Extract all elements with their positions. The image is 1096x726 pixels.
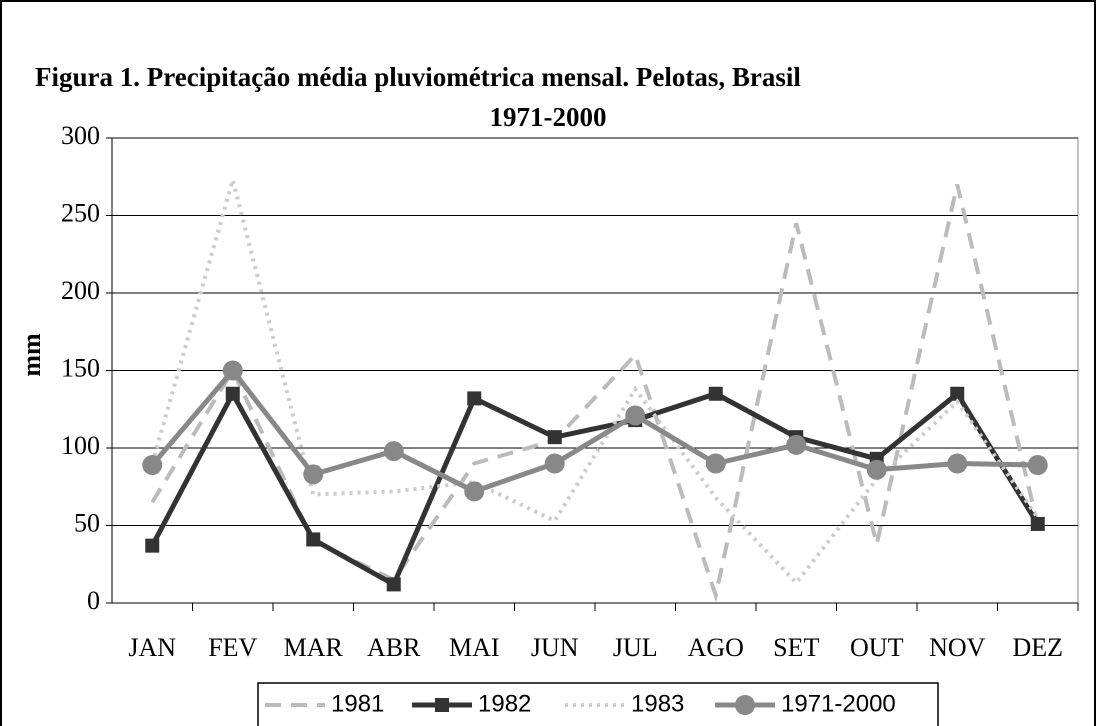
x-tick-label: MAR (284, 633, 344, 662)
point (225, 386, 240, 401)
x-tick-label: ABR (367, 633, 421, 662)
point (950, 386, 965, 401)
point (947, 453, 968, 474)
x-tick-label: DEZ (1012, 633, 1063, 662)
point (544, 453, 565, 474)
legend-label: 1981 (331, 690, 384, 717)
y-tick-label: 150 (61, 353, 100, 382)
point (386, 577, 401, 592)
x-tick-label: AGO (688, 633, 744, 662)
chart-subtitle: 1971-2000 (490, 102, 607, 132)
y-tick-label: 300 (61, 121, 100, 150)
point (705, 453, 726, 474)
point (383, 441, 404, 462)
y-tick-label: 100 (61, 431, 100, 460)
x-tick-label: FEV (208, 633, 257, 662)
point (303, 464, 324, 485)
point (142, 455, 163, 476)
point (1027, 455, 1048, 476)
point (464, 481, 485, 502)
x-tick-label: NOV (929, 633, 986, 662)
x-tick-label: JUL (613, 633, 658, 662)
legend-label: 1983 (631, 690, 684, 717)
point (708, 386, 723, 401)
x-tick-label: MAI (449, 633, 500, 662)
point (786, 434, 807, 455)
point (222, 360, 243, 381)
series-line (150, 366, 1038, 495)
point (1030, 516, 1045, 531)
y-tick-label: 200 (61, 276, 100, 305)
legend-label: 1971-2000 (781, 690, 896, 717)
legend-marker (735, 695, 755, 715)
series-line (150, 388, 1040, 588)
x-tick-label: OUT (850, 633, 904, 662)
series-line (150, 184, 1040, 603)
point (306, 532, 321, 547)
x-tick-label: SET (773, 633, 819, 662)
y-axis-label: mm (17, 333, 46, 377)
point (467, 391, 482, 406)
point (145, 538, 160, 553)
y-tick-label: 0 (87, 586, 100, 615)
point (547, 430, 562, 445)
point (625, 405, 646, 426)
y-tick-label: 50 (74, 508, 100, 537)
x-tick-label: JAN (128, 633, 176, 662)
legend-marker (435, 698, 449, 712)
x-tick-label: JUN (531, 633, 579, 662)
point (866, 459, 887, 480)
legend-label: 1982 (478, 690, 531, 717)
y-tick-label: 250 (61, 198, 100, 227)
chart-title: Figura 1. Precipitação média pluviométri… (35, 62, 801, 92)
